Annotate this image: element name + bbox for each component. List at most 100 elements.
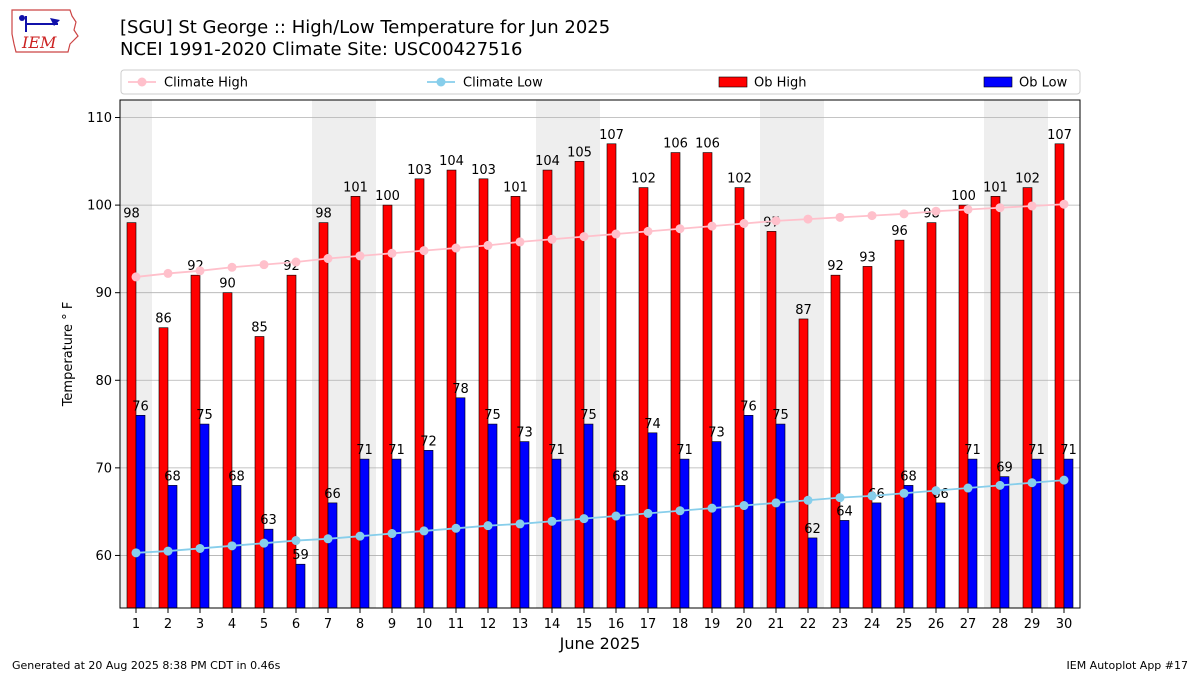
x-tick-label: 8 (356, 617, 364, 632)
ob-high-label: 105 (567, 145, 592, 160)
ob-low-label: 71 (548, 443, 565, 458)
climate-high-point (899, 209, 909, 219)
ob-high-bar (702, 152, 713, 609)
ob-low-label: 72 (420, 434, 437, 449)
ob-low-label: 64 (836, 504, 853, 519)
ob-low-bar (807, 537, 818, 609)
climate-low-point (515, 519, 525, 529)
climate-high-point (963, 204, 973, 214)
ob-high-label: 92 (827, 259, 844, 274)
climate-high-point (291, 257, 301, 267)
climate-low-point (323, 534, 333, 544)
x-tick-label: 5 (260, 617, 268, 632)
ob-low-bar (711, 441, 722, 609)
climate-high-point (163, 268, 173, 278)
climate-high-point (227, 262, 237, 272)
ob-high-bar (670, 152, 681, 609)
ob-low-bar (135, 415, 146, 609)
climate-low-line (135, 479, 1065, 554)
ob-low-label: 68 (612, 469, 629, 484)
ob-low-bar (647, 432, 658, 609)
plot-frame (119, 99, 1081, 609)
ob-low-label: 75 (196, 408, 213, 423)
ob-high-label: 101 (343, 180, 368, 195)
ob-low-label: 69 (996, 461, 1013, 476)
x-tick-label: 15 (576, 617, 593, 632)
ob-high-bar (1054, 143, 1065, 609)
ob-high-label: 102 (1015, 172, 1040, 187)
climate-high-point (579, 232, 589, 242)
iem-logo: IEM (8, 6, 80, 58)
ob-low-label: 71 (1060, 443, 1077, 458)
ob-low-bar (839, 520, 850, 609)
ob-high-bar (958, 204, 969, 609)
ob-low-bar (967, 458, 978, 609)
x-tick-label: 30 (1056, 617, 1073, 632)
legend-label: Climate Low (463, 76, 543, 91)
climate-low-point (611, 511, 621, 521)
ob-low-label: 75 (580, 408, 597, 423)
x-tick-label: 22 (800, 617, 817, 632)
climate-high-point (451, 243, 461, 253)
climate-high-point (995, 203, 1005, 213)
ob-low-bar (775, 423, 786, 609)
ob-low-bar (999, 476, 1010, 609)
climate-high-point (739, 218, 749, 228)
climate-low-point (483, 521, 493, 531)
climate-low-point (1059, 475, 1069, 485)
climate-low-point (995, 480, 1005, 490)
climate-low-point (867, 491, 877, 501)
ob-high-label: 107 (599, 128, 624, 143)
ob-low-label: 66 (324, 487, 341, 502)
ob-high-label: 104 (535, 154, 560, 169)
x-tick-label: 28 (992, 617, 1009, 632)
climate-low-point (675, 506, 685, 516)
y-tick-label: 70 (95, 461, 112, 476)
ob-low-bar (327, 502, 338, 609)
climate-low-point (419, 526, 429, 536)
climate-high-point (419, 246, 429, 256)
ob-low-label: 75 (484, 408, 501, 423)
ob-low-label: 74 (644, 417, 661, 432)
ob-low-bar (903, 485, 914, 609)
climate-high-point (131, 272, 141, 282)
climate-low-point (547, 516, 557, 526)
ob-high-bar (798, 318, 809, 609)
legend-bar-swatch (718, 76, 748, 88)
climate-high-line (135, 203, 1065, 278)
climate-high-point (323, 254, 333, 264)
ob-low-label: 76 (132, 399, 149, 414)
climate-high-point (675, 224, 685, 234)
climate-high-point (803, 214, 813, 224)
chart-title: [SGU] St George :: High/Low Temperature … (120, 17, 611, 38)
ob-high-label: 98 (315, 207, 332, 222)
ob-low-label: 62 (804, 522, 821, 537)
climate-low-point (739, 501, 749, 511)
climate-low-point (643, 508, 653, 518)
climate-low-point (835, 493, 845, 503)
climate-low-point (195, 543, 205, 553)
climate-high-point (259, 260, 269, 270)
ob-high-bar (830, 274, 841, 609)
ob-high-bar (638, 187, 649, 609)
ob-low-label: 75 (772, 408, 789, 423)
ob-low-label: 71 (964, 443, 981, 458)
x-tick-label: 13 (512, 617, 529, 632)
x-tick-label: 29 (1024, 617, 1041, 632)
ob-low-bar (199, 423, 210, 609)
legend-box (120, 69, 1081, 95)
ob-high-bar (574, 161, 585, 609)
ob-high-label: 103 (407, 163, 432, 178)
x-tick-label: 18 (672, 617, 689, 632)
climate-high-point (195, 266, 205, 276)
climate-low-point (963, 483, 973, 493)
x-tick-label: 25 (896, 617, 913, 632)
ob-high-bar (254, 336, 265, 609)
ob-low-label: 68 (228, 469, 245, 484)
x-tick-label: 19 (704, 617, 721, 632)
x-tick-label: 24 (864, 617, 881, 632)
footer-app-text: IEM Autoplot App #17 (1066, 659, 1189, 672)
legend-label: Climate High (164, 76, 248, 91)
ob-high-bar (926, 222, 937, 609)
x-tick-label: 11 (448, 617, 465, 632)
